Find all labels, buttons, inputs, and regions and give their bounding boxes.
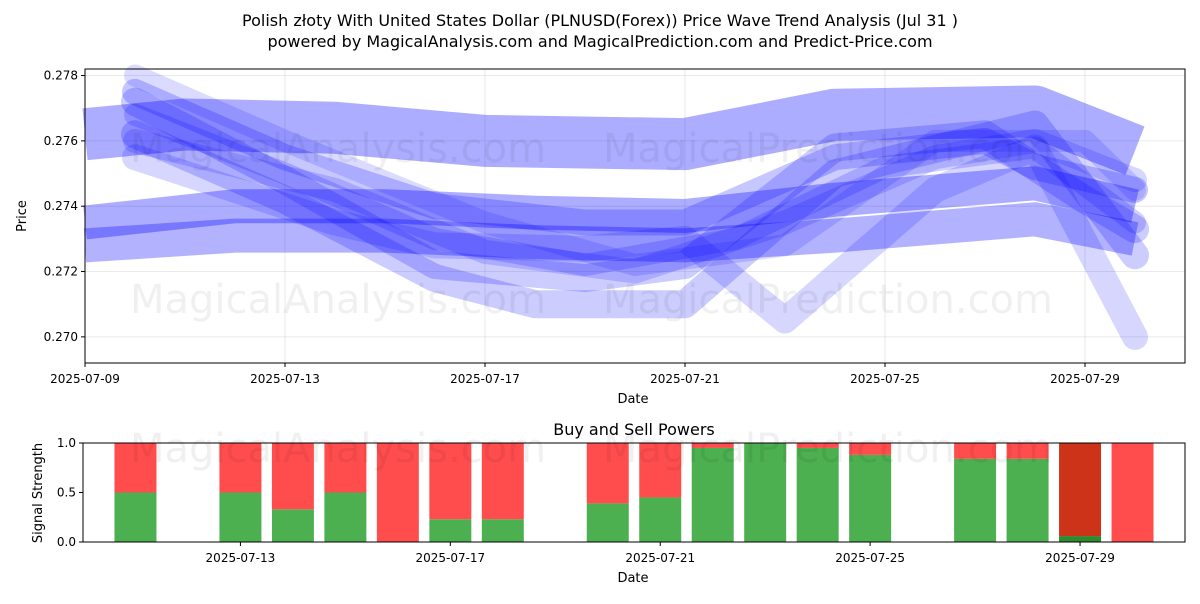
powers-y-axis-label: Signal Strength — [31, 443, 46, 543]
sell-bar — [586, 443, 629, 504]
sell-bar — [376, 443, 419, 542]
buy-bar — [849, 454, 892, 542]
powers-y-tick-label: 0.0 — [57, 535, 76, 549]
buy-bar — [1006, 458, 1049, 542]
price-wave-band-3 — [83, 202, 1139, 263]
price-x-tick-label: 2025-07-09 — [50, 372, 120, 386]
price-axis-ticks: 2025-07-09 2025-07-13 2025-07-17 2025-07-21… — [44, 69, 1120, 386]
powers-y-tick-label: 1.0 — [57, 436, 76, 450]
buy-bar — [219, 492, 262, 542]
sell-bar — [1006, 443, 1049, 459]
price-wave-band-2 — [83, 166, 1139, 240]
price-wave-band-4 — [122, 78, 1148, 236]
price-wave-band-7 — [122, 134, 1148, 350]
buy-bar — [1059, 536, 1102, 542]
buy-bar — [586, 503, 629, 542]
powers-bars — [114, 443, 1154, 542]
chart-subtitle: powered by MagicalAnalysis.com and Magic… — [267, 32, 932, 51]
watermark-analysis-3: MagicalAnalysis.com — [130, 426, 546, 472]
sell-bar — [849, 443, 892, 455]
price-wave-band-1 — [82, 85, 1145, 175]
price-x-tick-label: 2025-07-25 — [850, 372, 920, 386]
sell-bar — [219, 443, 262, 493]
buy-bar — [744, 443, 787, 542]
watermark-prediction-3: MagicalPrediction.com — [603, 426, 1053, 472]
sell-bar — [324, 443, 367, 493]
sell-bar — [114, 443, 157, 493]
buy-bar — [954, 458, 997, 542]
price-wave-band-5 — [121, 87, 1149, 293]
price-wave-band-8 — [124, 103, 1146, 276]
price-y-tick-label: 0.270 — [44, 330, 78, 344]
price-y-tick-label: 0.276 — [44, 134, 78, 148]
price-gridlines — [84, 69, 1185, 363]
powers-x-tick-label: 2025-07-29 — [1045, 551, 1115, 565]
price-y-tick-label: 0.272 — [44, 265, 78, 279]
watermark-prediction-2: MagicalPrediction.com — [603, 277, 1053, 323]
buy-bar — [271, 509, 314, 542]
powers-watermarks: MagicalAnalysis.com MagicalPrediction.co… — [130, 426, 1053, 472]
watermark-prediction-1: MagicalPrediction.com — [603, 126, 1053, 172]
sell-bar — [1111, 443, 1154, 542]
powers-axis-ticks: 2025-07-13 2025-07-17 2025-07-21 2025-07-25… — [57, 436, 1115, 565]
price-x-tick-label: 2025-07-29 — [1050, 372, 1120, 386]
powers-y-tick-label: 0.5 — [57, 486, 76, 500]
price-watermarks: MagicalAnalysis.com MagicalPrediction.co… — [130, 126, 1053, 323]
buy-bar — [639, 497, 682, 542]
chart-title: Polish złoty With United States Dollar (… — [242, 11, 958, 30]
powers-x-tick-label: 2025-07-25 — [835, 551, 905, 565]
watermark-analysis-2: MagicalAnalysis.com — [130, 277, 546, 323]
sell-bar — [639, 443, 682, 498]
powers-x-axis-label: Date — [617, 571, 648, 586]
price-wave-band-6 — [121, 110, 1149, 319]
price-y-axis-label: Price — [15, 200, 30, 232]
buy-bar — [324, 492, 367, 542]
sell-bar — [481, 443, 524, 520]
sell-bar — [271, 443, 314, 510]
price-x-tick-label: 2025-07-13 — [250, 372, 320, 386]
price-x-axis-label: Date — [617, 392, 648, 407]
sell-bar — [954, 443, 997, 459]
price-plot-frame — [84, 68, 1186, 364]
powers-title: Buy and Sell Powers — [553, 420, 715, 439]
sell-bar — [691, 443, 734, 448]
buy-bar — [114, 492, 157, 542]
sell-bar — [1059, 443, 1102, 537]
buy-bar — [481, 519, 524, 542]
price-wave-band-10 — [124, 64, 1146, 276]
powers-x-tick-label: 2025-07-13 — [206, 551, 276, 565]
sell-bar — [796, 443, 839, 448]
buy-bar — [429, 519, 472, 542]
powers-x-tick-label: 2025-07-17 — [415, 551, 485, 565]
buy-bar — [796, 447, 839, 542]
price-x-tick-label: 2025-07-21 — [650, 372, 720, 386]
price-x-tick-label: 2025-07-17 — [450, 372, 520, 386]
powers-x-tick-label: 2025-07-21 — [625, 551, 695, 565]
buy-bar — [691, 447, 734, 542]
price-y-tick-label: 0.278 — [44, 69, 78, 83]
price-y-tick-label: 0.274 — [44, 199, 78, 213]
price-wave-band-9 — [123, 128, 1147, 284]
sell-bar — [429, 443, 472, 520]
watermark-analysis-1: MagicalAnalysis.com — [130, 126, 546, 172]
price-wave-bands — [82, 64, 1149, 350]
